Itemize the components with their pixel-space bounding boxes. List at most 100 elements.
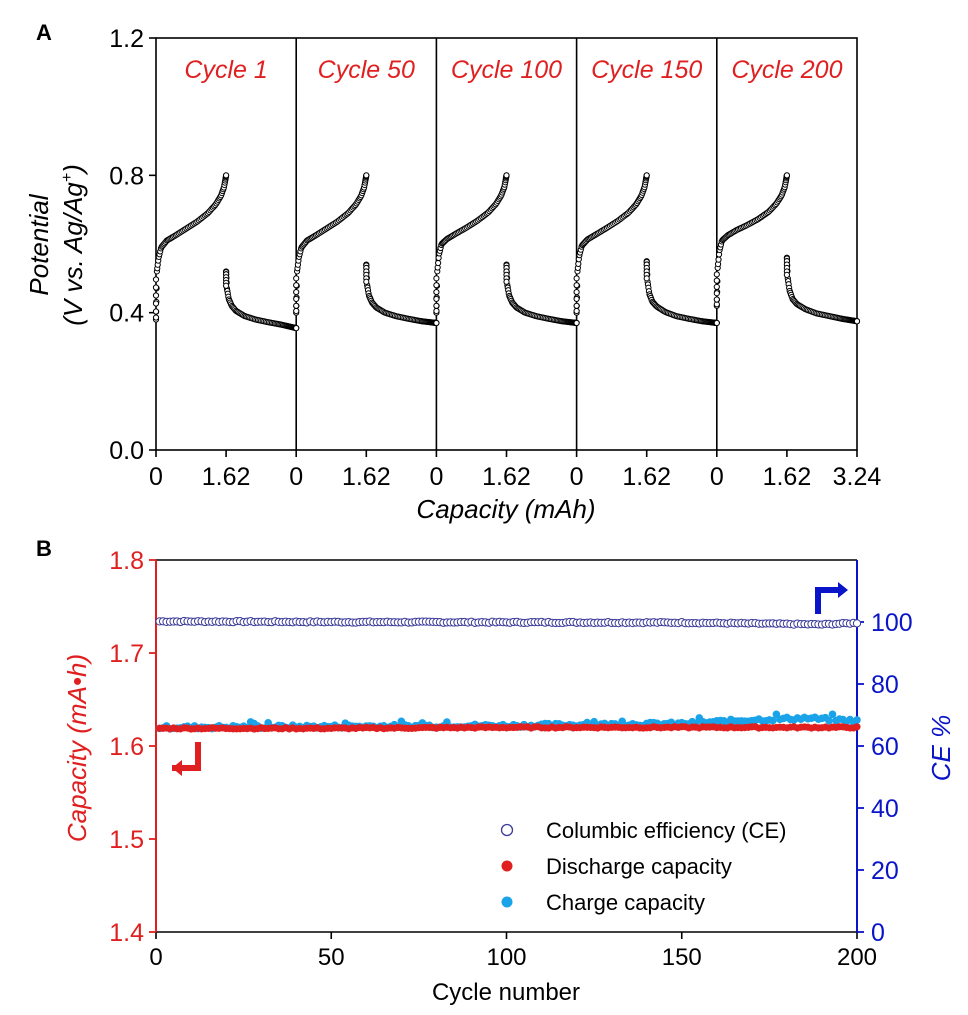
panel-label-b: B <box>36 536 52 561</box>
curve-point <box>573 288 580 296</box>
x-tick-label: 1.62 <box>482 463 531 491</box>
curve-point <box>433 295 440 303</box>
x-tick-label: 0 <box>710 463 724 491</box>
panel-a-plot-frame <box>155 37 858 451</box>
cycle-label: Cycle 200 <box>731 56 842 84</box>
x-tick-label: 150 <box>662 944 702 971</box>
curve-point <box>713 296 720 303</box>
x-tick-label: 0 <box>149 944 162 971</box>
ylabel-superscript: + <box>59 173 76 182</box>
x-tick-label: 1.62 <box>202 463 251 491</box>
panel-b-frame <box>155 559 858 933</box>
right-y-tick-label: 100 <box>871 609 913 637</box>
charge-curve-point <box>363 172 370 179</box>
x-tick-label: 200 <box>837 944 877 971</box>
ce-point <box>852 619 862 628</box>
cycle-label: Cycle 50 <box>318 56 415 84</box>
curve-point <box>573 282 580 289</box>
right-y-tick-label: 80 <box>871 671 899 699</box>
curve-point <box>573 295 580 303</box>
discharge-curve-point <box>853 318 861 325</box>
curve-point <box>503 278 510 285</box>
left-axis-arrowhead-icon <box>172 760 182 776</box>
curve-point <box>152 308 160 315</box>
x-tick-label: 0 <box>149 463 163 491</box>
ylabel-suffix: ) <box>58 164 88 176</box>
charge-curve-point <box>715 256 722 263</box>
y-tick-label: 0.8 <box>109 162 144 190</box>
cycle-label: Cycle 100 <box>451 56 562 84</box>
panel-a-chart: 0.0 0.4 0.8 1.2 0 1.62 0 1.62 0 1.62 0 1.62 0 1.62 3.2… <box>109 25 881 491</box>
y-tick-label: 1.2 <box>109 25 144 53</box>
right-y-tick-label: 40 <box>871 795 899 823</box>
panel-b-xlabel: Cycle number <box>432 979 580 1006</box>
curve-point <box>152 292 160 299</box>
charge-curve-point <box>503 172 510 179</box>
discharge-capacity-point <box>853 723 861 731</box>
panel-a-data-points <box>152 172 861 332</box>
x-tick-label: 50 <box>318 944 345 971</box>
charge-curve-point <box>293 307 300 315</box>
charge-curve-point <box>435 259 442 267</box>
curve-point <box>713 277 720 284</box>
curve-point <box>152 276 160 283</box>
legend-charge-marker <box>501 896 513 908</box>
charge-curve-point <box>643 172 650 179</box>
x-tick-label: 0 <box>429 463 443 491</box>
discharge-curve-point <box>293 325 300 332</box>
left-y-tick-label: 1.7 <box>109 640 144 668</box>
x-tick-label: 1.62 <box>342 463 391 491</box>
curve-point <box>152 284 160 291</box>
right-axis-arrowhead-icon <box>838 582 848 598</box>
right-axis-arrow-icon <box>815 587 840 614</box>
curve-point <box>223 282 230 289</box>
panel-label-a: A <box>36 20 52 45</box>
right-y-tick-label: 60 <box>871 733 899 761</box>
curve-point <box>713 283 720 291</box>
charge-capacity-point <box>828 710 837 719</box>
y-tick-label: 0.4 <box>109 300 144 328</box>
panel-b-chart: 0 50 100 150 200 1.4 1.5 1.6 1.7 1.8 0 20 40 60 80 100 <box>109 547 912 971</box>
discharge-curve-point <box>713 319 720 327</box>
legend-charge-label: Charge capacity <box>546 890 705 915</box>
curve-point <box>783 271 791 278</box>
right-y-tick-label: 20 <box>871 857 899 885</box>
curve-point <box>293 295 300 303</box>
panel-b-ylabel-left: Capacity (mA•h) <box>62 654 92 842</box>
curve-point <box>293 302 300 309</box>
panel-b-ticks: 0 50 100 150 200 1.4 1.5 1.6 1.7 1.8 0 20 40 60 80 100 <box>109 547 912 971</box>
panel-a-ylabel-line1: Potential <box>24 193 54 295</box>
panel-a-ylabel-line2: (V vs. Ag/Ag+) <box>58 164 88 326</box>
x-tick-label: 0 <box>289 463 303 491</box>
left-y-tick-label: 1.8 <box>109 547 144 575</box>
curve-point <box>152 300 160 307</box>
charge-capacity-point <box>853 716 861 724</box>
panel-a-frame <box>155 37 858 451</box>
curve-point <box>643 275 650 282</box>
left-y-tick-label: 1.5 <box>109 826 144 854</box>
curve-point <box>433 282 440 289</box>
curve-point <box>293 288 300 296</box>
curve-point <box>433 302 440 309</box>
left-y-tick-label: 1.4 <box>109 919 144 947</box>
x-tick-label: 1.62 <box>622 463 671 491</box>
legend-ce-label: Columbic efficiency (CE) <box>546 818 786 843</box>
discharge-curve-point <box>433 319 440 327</box>
curve-point <box>573 302 580 309</box>
x-tick-label: 0 <box>570 463 584 491</box>
x-tick-label: 100 <box>486 944 526 971</box>
discharge-capacity-series <box>155 723 861 733</box>
panel-a-cycle-labels: Cycle 1 Cycle 50 Cycle 100 Cycle 150 Cycle 2… <box>184 56 842 84</box>
x-tick-label: 3.24 <box>833 463 882 491</box>
curve-point <box>713 271 720 278</box>
curve-point <box>433 288 440 296</box>
curve-point <box>293 282 300 289</box>
legend-discharge-label: Discharge capacity <box>546 854 732 879</box>
curve-point <box>293 275 300 282</box>
panel-a-ticks: 0.0 0.4 0.8 1.2 0 1.62 0 1.62 0 1.62 0 1.62 0 1.62 3.2… <box>109 25 881 491</box>
x-tick-label: 1.62 <box>763 463 812 491</box>
left-axis-arrow-icon <box>172 742 201 771</box>
charge-curve-point <box>223 172 230 179</box>
charge-curve-point <box>783 172 791 179</box>
